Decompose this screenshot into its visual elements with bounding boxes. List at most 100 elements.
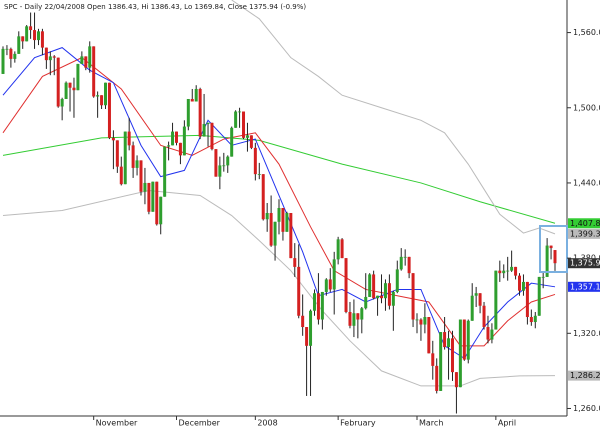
candle-body: [502, 270, 506, 274]
x-tick-label: March: [419, 419, 443, 428]
overlay-line: [2, 134, 556, 224]
candle-body: [159, 196, 163, 225]
candle-body: [269, 213, 273, 246]
candle-body: [549, 245, 553, 249]
candle-body: [127, 131, 131, 146]
candle-body: [312, 293, 316, 311]
candle-body: [155, 181, 159, 225]
y-tick-label: 1,560.00: [573, 28, 600, 37]
candle-body: [143, 182, 147, 192]
candle-body: [514, 266, 518, 276]
candle-body: [107, 82, 111, 138]
y-tick-label: 1,320.00: [573, 329, 600, 338]
value-box: [568, 281, 600, 292]
candle-body: [360, 308, 364, 320]
candle-body: [171, 131, 175, 146]
candle-body: [92, 46, 96, 97]
candle-body: [474, 293, 478, 296]
candle-body: [277, 208, 281, 222]
candle-body: [182, 126, 186, 156]
value-box: [568, 228, 600, 239]
candle-body: [238, 111, 242, 113]
candle-body: [525, 281, 529, 318]
candle-body: [139, 160, 143, 192]
candle-body: [529, 317, 533, 323]
candle-body: [174, 131, 178, 143]
candle-body: [261, 174, 265, 220]
candle-body: [399, 256, 403, 270]
candle-body: [25, 26, 29, 42]
candle-body: [301, 315, 305, 328]
x-tick-label: February: [340, 419, 376, 428]
candle-body: [415, 319, 419, 321]
candle-body: [206, 122, 210, 125]
candle-body: [281, 208, 285, 232]
candle-body: [100, 95, 104, 106]
candle-body: [431, 353, 435, 366]
candle-body: [147, 182, 151, 212]
candle-body: [115, 140, 119, 167]
candle-body: [218, 165, 222, 177]
candle-body: [194, 88, 198, 102]
x-tick-label: 2008: [257, 419, 277, 428]
candle-body: [553, 250, 557, 264]
candle-body: [96, 95, 100, 97]
chart-title: SPC - Daily 22/04/2008 Open 1386.43, Hi …: [4, 3, 306, 11]
candle-body: [411, 273, 415, 320]
candle-body: [265, 213, 269, 220]
candle-body: [482, 305, 486, 328]
candle-body: [423, 317, 427, 325]
candle-body: [419, 319, 423, 325]
candle-body: [537, 276, 541, 316]
candle-body: [332, 259, 336, 290]
candle-body: [245, 135, 249, 138]
candle-body: [17, 36, 21, 54]
candle-body: [80, 56, 84, 64]
candle-body: [533, 315, 537, 323]
candle-body: [123, 131, 127, 185]
candle-body: [257, 174, 261, 175]
candle-body: [340, 239, 344, 259]
candle-body: [230, 127, 234, 157]
candle-body: [447, 338, 451, 348]
candle-body: [44, 47, 48, 61]
y-tick-label: 1,380.00: [573, 254, 600, 263]
overlay-line: [2, 57, 556, 347]
candle-body: [541, 276, 545, 278]
candle-body: [104, 82, 108, 106]
x-tick-label: December: [178, 419, 220, 428]
value-box-label: 1,357.1: [570, 282, 600, 291]
candle-body: [242, 111, 246, 138]
candle-body: [380, 295, 384, 299]
candle-body: [490, 329, 494, 340]
candle-body: [506, 270, 510, 272]
candle-body: [222, 165, 226, 167]
candle-body: [391, 291, 395, 306]
candle-body: [13, 53, 17, 59]
candle-body: [60, 98, 64, 107]
candle-body: [198, 88, 202, 137]
candle-body: [450, 338, 454, 373]
candle-body: [293, 258, 297, 267]
candle-body: [72, 87, 76, 91]
candle-body: [383, 283, 387, 299]
candle-body: [253, 147, 257, 175]
candle-body: [178, 142, 182, 156]
candle-body: [376, 295, 380, 299]
candle-body: [289, 213, 293, 259]
candle-body: [462, 319, 466, 360]
y-tick-label: 1,260.00: [573, 404, 600, 413]
candle-body: [1, 48, 5, 74]
candle-body: [167, 145, 171, 147]
candle-body: [9, 48, 13, 59]
candle-body: [36, 31, 40, 41]
candle-body: [119, 166, 123, 185]
y-tick-label: 1,440.00: [573, 178, 600, 187]
candle-body: [202, 124, 206, 137]
candle-body: [111, 137, 115, 141]
candle-body: [427, 317, 431, 354]
candle-body: [521, 281, 525, 291]
candle-body: [336, 239, 340, 260]
candle-body: [435, 365, 439, 391]
value-box: [568, 218, 600, 229]
